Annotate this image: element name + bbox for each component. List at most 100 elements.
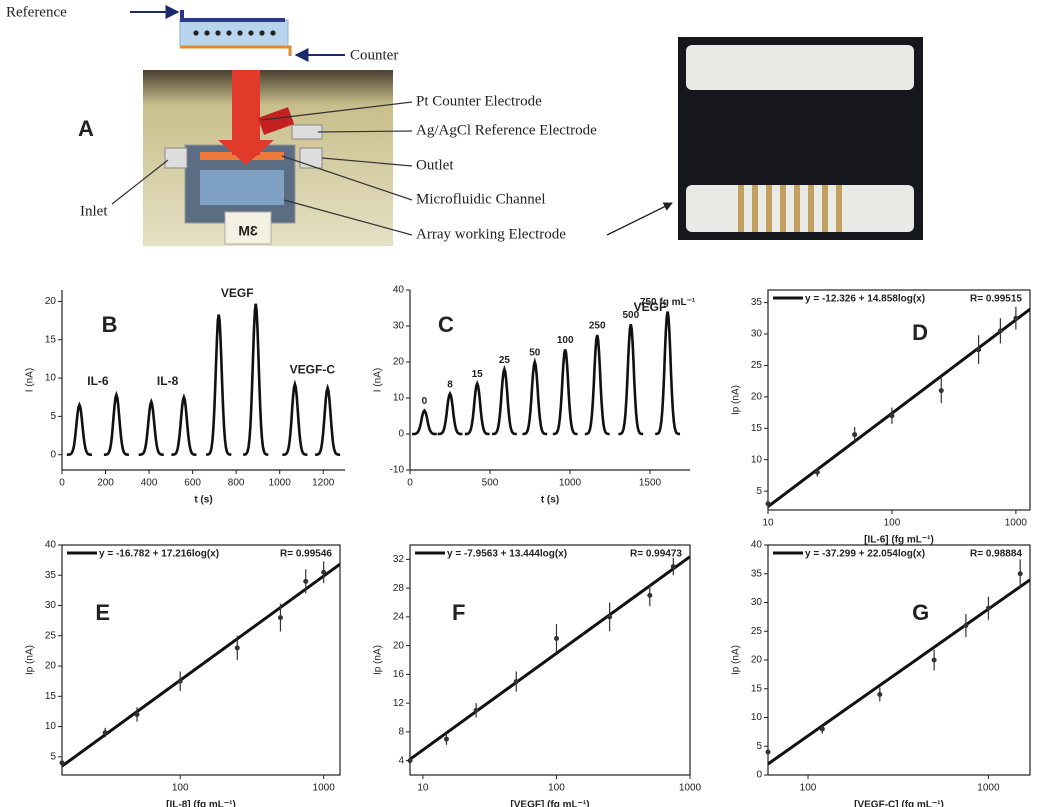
- fit-equation: y = -37.299 + 22.054log(x): [805, 549, 925, 560]
- panel-a: 3M A Reference Counter Pt Counter Electr…: [6, 4, 923, 246]
- point: [1017, 571, 1023, 577]
- outlet-fitting: [299, 147, 323, 169]
- x-tick-label: 500: [482, 478, 499, 489]
- fit-equation: y = -7.9563 + 13.444log(x): [447, 549, 567, 560]
- peak-label: 25: [499, 355, 511, 366]
- y-tick-label: 12: [393, 698, 405, 709]
- peak: [618, 323, 644, 436]
- point: [277, 615, 283, 621]
- panel-G: 0 5 10 15 20 25 30 35 40 100 1000 [VEGF-C] (fg mL⁻¹…: [731, 540, 1031, 807]
- panel-letter: A: [78, 116, 94, 141]
- tape: [224, 211, 272, 245]
- point: [852, 432, 858, 438]
- peak: [464, 380, 490, 436]
- peak-label: 0: [422, 396, 428, 407]
- y-tick-label: 25: [45, 630, 57, 641]
- x-tick-label: 10: [762, 518, 774, 529]
- y-tick-label: 5: [50, 751, 56, 762]
- chip-pad: [686, 45, 914, 90]
- peak: [315, 383, 341, 456]
- point: [938, 388, 944, 394]
- arrow: [606, 202, 673, 236]
- annotation: IL-6: [87, 374, 109, 388]
- plot-frame: [409, 544, 691, 776]
- point: [321, 569, 327, 575]
- x-tick-label: 100: [172, 783, 189, 794]
- y-tick-label: 10: [751, 712, 763, 723]
- point: [407, 758, 413, 764]
- y-tick-label: 15: [751, 423, 763, 434]
- panel-F: 4 8 12 16 20 24 28 32 10 100 1000 [VEGF] (fg mL⁻¹) I…: [373, 544, 702, 807]
- y-tick-label: 5: [756, 486, 762, 497]
- label: Array working Electrode: [416, 226, 566, 242]
- electrode-dots: [193, 30, 276, 36]
- x-axis-label: [IL-8] (fg mL⁻¹): [166, 800, 236, 807]
- x-tick-label: 1500: [639, 478, 662, 489]
- annotation: VEGF: [634, 300, 667, 314]
- peak-label: 250: [589, 321, 606, 332]
- point: [513, 679, 519, 685]
- red-arrow-head: [218, 140, 274, 165]
- x-axis-label: [IL-6] (fg mL⁻¹): [864, 535, 934, 546]
- y-tick-label: 25: [751, 360, 763, 371]
- fit-line: [410, 555, 690, 761]
- y-tick-label: 28: [393, 583, 405, 594]
- x-axis-label: [VEGF] (fg mL⁻¹): [510, 800, 589, 807]
- fit-equation: y = -12.326 + 14.858log(x): [805, 294, 925, 305]
- point: [877, 692, 883, 697]
- peak: [66, 401, 92, 456]
- y-axis-label: Ip (nA): [731, 385, 742, 415]
- y-tick-label: 16: [393, 669, 405, 680]
- y-tick-label: 30: [393, 321, 405, 332]
- x-tick-label: 1000: [269, 478, 292, 489]
- panel-letter: E: [95, 600, 110, 625]
- point: [765, 501, 771, 507]
- y-tick-label: 20: [751, 655, 763, 666]
- point: [889, 413, 895, 419]
- reference-wire: [180, 10, 285, 22]
- x-axis-label: t (s): [541, 495, 559, 506]
- y-tick-label: 4: [398, 755, 404, 766]
- y-tick-label: 40: [751, 540, 763, 551]
- x-tick-label: 100: [800, 783, 817, 794]
- label: Counter: [350, 47, 398, 63]
- x-tick-label: 200: [97, 478, 114, 489]
- point: [607, 614, 613, 620]
- r-label: R= 0.98884: [970, 549, 1022, 560]
- y-tick-label: 35: [751, 568, 763, 579]
- y-tick-label: 32: [393, 554, 405, 565]
- x-tick-label: 0: [59, 478, 65, 489]
- y-tick-label: 20: [751, 391, 763, 402]
- point: [765, 749, 771, 755]
- point: [963, 623, 969, 628]
- y-tick-label: 0: [50, 449, 56, 460]
- y-tick-label: 10: [751, 454, 763, 465]
- point: [102, 730, 108, 736]
- peak-label: 750 fg mL⁻¹: [640, 297, 696, 308]
- r-label: R= 0.99515: [970, 294, 1022, 305]
- y-tick-label: 24: [393, 612, 405, 623]
- y-tick-label: 20: [393, 640, 405, 651]
- label: Reference: [6, 4, 67, 20]
- peak: [584, 334, 610, 436]
- y-axis-label: Ip (nA): [731, 645, 742, 675]
- panel-letter: B: [102, 312, 118, 337]
- x-axis-label: t (s): [194, 495, 212, 506]
- fit-line: [768, 308, 1030, 508]
- peak: [206, 314, 232, 456]
- y-tick-label: 40: [393, 285, 405, 296]
- panel-letter: C: [438, 312, 454, 337]
- label: Pt Counter Electrode: [416, 93, 542, 109]
- x-tick-label: 0: [407, 478, 413, 489]
- y-tick-label: 10: [45, 373, 57, 384]
- x-axis-label: [VEGF-C] (fg mL⁻¹): [854, 800, 944, 807]
- peak: [103, 390, 129, 456]
- label: Inlet: [80, 203, 108, 219]
- r-label: R= 0.99473: [630, 549, 682, 560]
- inlet-fitting: [164, 147, 188, 169]
- panel-E: 5 10 15 20 25 30 35 40 100 1000 [IL-8] (fg mL⁻¹) Ip…: [25, 540, 341, 807]
- y-tick-label: 15: [751, 683, 763, 694]
- y-tick-label: 15: [45, 334, 57, 345]
